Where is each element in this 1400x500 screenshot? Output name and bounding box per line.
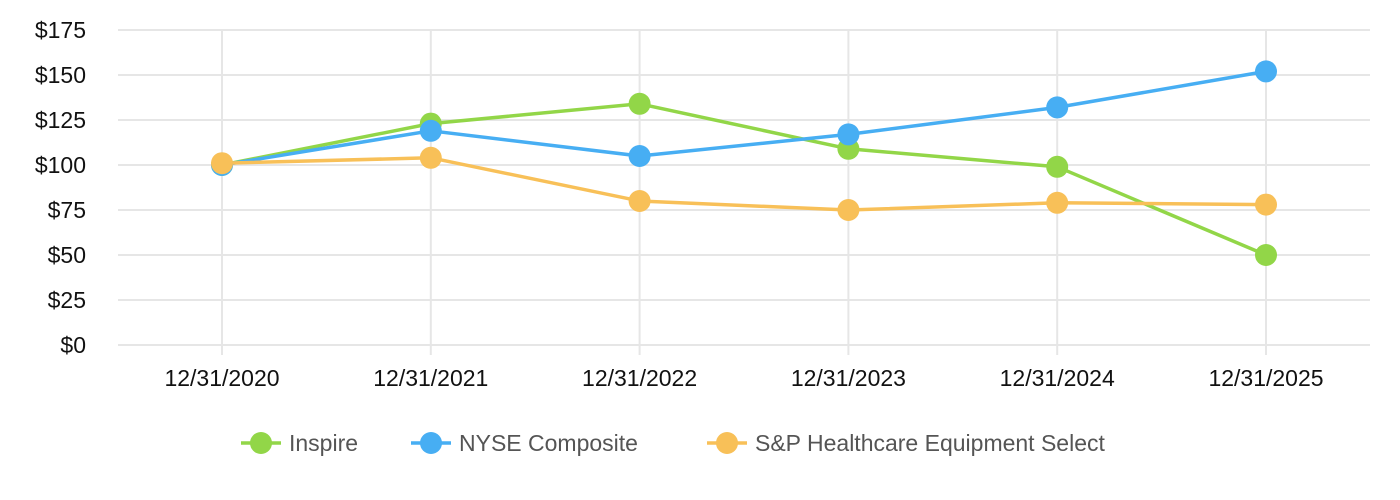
y-tick-label: $175 xyxy=(35,17,86,43)
data-point-series-2 xyxy=(1255,193,1277,216)
data-point-series-1 xyxy=(628,145,651,167)
data-point-series-2 xyxy=(628,190,651,212)
series-layer xyxy=(211,60,1277,266)
y-tick-label: $75 xyxy=(48,197,86,223)
data-point-series-2 xyxy=(1046,191,1069,214)
series-line-1 xyxy=(220,69,1268,167)
data-point-series-1 xyxy=(1255,60,1277,83)
series-line-2 xyxy=(220,156,1268,212)
legend-swatch-marker xyxy=(250,432,272,454)
x-tick-label: 12/31/2021 xyxy=(373,365,488,391)
legend: Inspire NYSE Composite S&P Healthcare Equi… xyxy=(241,430,1105,456)
y-tick-label: $125 xyxy=(35,107,86,133)
legend-label: S&P Healthcare Equipment Select xyxy=(755,430,1105,456)
x-tick-label: 12/31/2025 xyxy=(1208,365,1323,391)
legend-item: NYSE Composite xyxy=(411,430,638,456)
legend-item: S&P Healthcare Equipment Select xyxy=(707,430,1105,456)
series-line-0 xyxy=(220,102,1268,257)
y-tick-label: $150 xyxy=(35,62,86,88)
y-axis-tick-labels: $0 $25 $50 $75 $100 $125 $150 $175 xyxy=(35,17,86,358)
legend-label: NYSE Composite xyxy=(459,430,638,456)
data-point-series-0 xyxy=(1046,155,1069,178)
y-tick-label: $100 xyxy=(35,152,86,178)
data-point-series-1 xyxy=(419,119,442,142)
data-point-series-2 xyxy=(211,152,233,175)
x-tick-label: 12/31/2022 xyxy=(582,365,697,391)
data-point-series-0 xyxy=(1255,244,1277,266)
legend-item: Inspire xyxy=(241,430,358,456)
x-axis-tick-labels: 12/31/2020 12/31/2021 12/31/2022 12/31/2023… xyxy=(164,365,1323,391)
legend-swatch-marker xyxy=(420,432,442,454)
y-tick-label: $50 xyxy=(48,242,86,268)
y-tick-label: $0 xyxy=(60,332,86,358)
x-tick-label: 12/31/2023 xyxy=(791,365,906,391)
x-tick-label: 12/31/2024 xyxy=(1000,365,1115,391)
data-point-series-1 xyxy=(1046,96,1069,119)
data-point-series-0 xyxy=(628,92,651,115)
y-tick-label: $25 xyxy=(48,287,86,313)
grid-layer xyxy=(118,29,1370,355)
legend-label: Inspire xyxy=(289,430,358,456)
x-tick-label: 12/31/2020 xyxy=(164,365,279,391)
data-point-series-2 xyxy=(419,146,442,169)
data-point-series-2 xyxy=(837,199,860,221)
legend-swatch-marker xyxy=(716,432,738,454)
data-point-series-1 xyxy=(837,123,860,146)
